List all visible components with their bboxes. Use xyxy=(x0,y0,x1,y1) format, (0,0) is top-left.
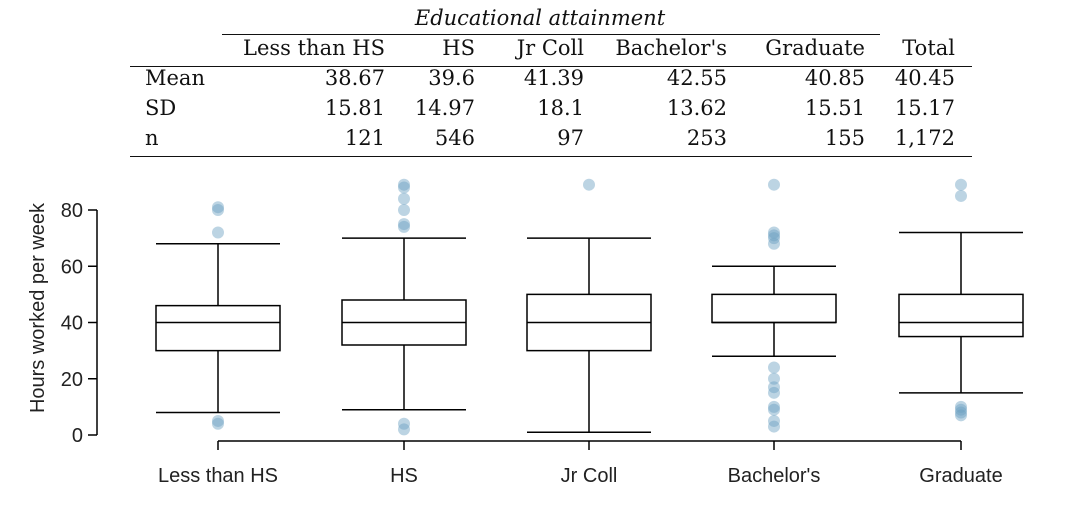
outlier-point xyxy=(955,400,967,413)
y-tick-label: 80 xyxy=(61,200,83,222)
iqr-box xyxy=(898,293,1024,338)
outlier-point xyxy=(768,372,780,385)
table-cell: 546 xyxy=(434,126,475,150)
outlier-point xyxy=(768,381,780,394)
x-tick-label: Bachelor's xyxy=(728,465,821,487)
x-tick-label: Jr Coll xyxy=(561,465,618,487)
table-col-header: Jr Coll xyxy=(516,36,584,60)
x-tick-label: HS xyxy=(390,465,418,487)
table-cell: 13.62 xyxy=(666,96,727,120)
outlier-point xyxy=(768,386,780,399)
table-col-header: Bachelor's xyxy=(615,36,727,60)
table-cell: 97 xyxy=(557,126,584,150)
outlier-point xyxy=(398,204,410,216)
outlier-point xyxy=(768,237,780,250)
outlier-point xyxy=(768,232,780,245)
summary-table: Educational attainment Less than HS HS Jr C… xyxy=(0,0,1072,160)
y-tick-label: 40 xyxy=(61,313,83,335)
table-cell: 41.39 xyxy=(523,66,584,90)
table-cell: 42.55 xyxy=(666,66,727,90)
table-cell: 121 xyxy=(344,126,385,150)
table-cell: 253 xyxy=(686,126,727,150)
outlier-point xyxy=(955,406,967,419)
y-axis-label: Hours worked per week xyxy=(27,202,49,413)
outlier-point xyxy=(768,178,780,191)
outlier-point xyxy=(955,409,967,422)
y-tick-label: 60 xyxy=(61,256,83,278)
outlier-point xyxy=(212,414,224,427)
outlier-point xyxy=(212,201,224,214)
outlier-point xyxy=(955,189,967,202)
outlier-point xyxy=(768,226,780,239)
table-cell: 38.67 xyxy=(324,66,385,90)
table-col-header: Less than HS xyxy=(243,36,385,60)
outlier-point xyxy=(955,403,967,416)
table-col-header: Graduate xyxy=(765,36,865,60)
plot-area: 0 20 40 60 80 Hours worked per week Less than … xyxy=(27,178,1024,487)
table-group-title: Educational attainment xyxy=(414,6,666,30)
iqr-box xyxy=(155,304,281,352)
table-group-rule xyxy=(222,34,880,35)
outlier-point xyxy=(398,218,410,231)
outlier-point xyxy=(212,226,224,239)
table-cell: 1,172 xyxy=(894,126,955,150)
table-header-rule xyxy=(130,66,972,67)
outlier-point xyxy=(768,420,780,433)
table-cell: 40.85 xyxy=(804,66,865,90)
y-tick-label: 20 xyxy=(61,369,83,391)
outlier-point xyxy=(398,417,410,430)
table-cell: 155 xyxy=(824,126,865,150)
table-cell: 14.97 xyxy=(414,96,475,120)
table-col-header: Total xyxy=(902,36,955,60)
outlier-point xyxy=(955,178,967,191)
y-tick-label: 0 xyxy=(72,425,83,447)
outlier-point xyxy=(768,361,780,374)
outlier-point xyxy=(212,417,224,430)
table-row-label: SD xyxy=(145,96,177,120)
table-cell: 15.81 xyxy=(324,96,385,120)
table-cell: 15.51 xyxy=(804,96,865,120)
table-col-header: HS xyxy=(442,36,475,60)
table-cell: 18.1 xyxy=(537,96,584,120)
outlier-point xyxy=(583,178,595,191)
outlier-point xyxy=(398,181,410,194)
outlier-point xyxy=(398,423,410,436)
x-tick-label: Less than HS xyxy=(158,465,278,487)
x-tick-label: Graduate xyxy=(919,465,1002,487)
outlier-point xyxy=(212,204,224,216)
outlier-point xyxy=(768,403,780,416)
table-row-label: Mean xyxy=(145,66,205,90)
outlier-point xyxy=(768,400,780,413)
table-cell: 39.6 xyxy=(428,66,475,90)
outlier-point xyxy=(768,229,780,242)
outlier-point xyxy=(398,192,410,205)
table-bottom-rule xyxy=(130,156,972,157)
table-cell: 15.17 xyxy=(894,96,955,120)
outlier-point xyxy=(398,220,410,233)
iqr-box xyxy=(711,293,837,324)
table-row-label: n xyxy=(145,126,159,150)
table-cell: 40.45 xyxy=(894,66,955,90)
outlier-point xyxy=(398,178,410,191)
outlier-point xyxy=(768,414,780,427)
